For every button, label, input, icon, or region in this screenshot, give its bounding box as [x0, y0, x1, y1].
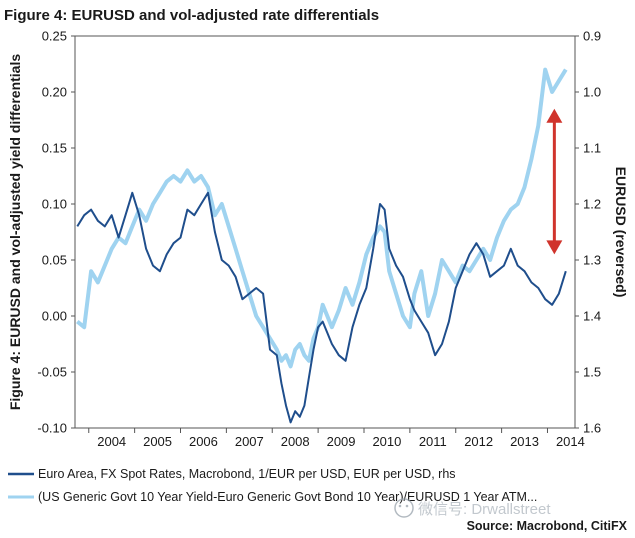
- red-double-arrow: [546, 108, 563, 255]
- x-tick-label: 2008: [281, 434, 310, 449]
- x-axis: 2004 2005 2006 2007 2008 2009 2010 2011 2012 2013…: [88, 428, 585, 449]
- watermark-text: 微信号: Drwallstreet: [418, 501, 551, 518]
- right-tick-label: 0.9: [583, 29, 601, 44]
- left-tick-label: 0.20: [42, 85, 67, 100]
- x-tick-label: 2007: [235, 434, 264, 449]
- left-tick-label: 0.00: [42, 309, 67, 324]
- right-tick-label: 1.2: [583, 197, 601, 212]
- left-tick-label: 0.15: [42, 141, 67, 156]
- legend-entry-eurusd: Euro Area, FX Spot Rates, Macrobond, 1/E…: [38, 467, 456, 481]
- watermark: 微信号: Drwallstreet: [394, 498, 551, 518]
- x-tick-label: 2004: [97, 434, 126, 449]
- x-tick-label: 2012: [464, 434, 493, 449]
- right-tick-label: 1.5: [583, 365, 601, 380]
- x-tick-label: 2005: [143, 434, 172, 449]
- x-tick-label: 2014: [556, 434, 585, 449]
- source-note: Source: Macrobond, CitiFX: [467, 519, 628, 533]
- left-tick-label: 0.05: [42, 253, 67, 268]
- series-layer: [76, 67, 568, 424]
- x-tick-label: 2006: [189, 434, 218, 449]
- right-tick-label: 1.4: [583, 309, 601, 324]
- plot-area: [74, 35, 576, 429]
- right-tick-label: 1.1: [583, 141, 601, 156]
- right-tick-label: 1.0: [583, 85, 601, 100]
- left-tick-label: -0.05: [37, 365, 67, 380]
- left-axis-label: Figure 4: EURUSD and vol-adjusted yield …: [7, 54, 23, 410]
- series-line-eurusd: [76, 191, 567, 424]
- wechat-icon: [394, 498, 414, 518]
- annotation-layer: [546, 108, 563, 255]
- legend-entry-yield-diff: (US Generic Govt 10 Year Yield-Euro Gene…: [38, 490, 537, 504]
- chart-title: Figure 4: EURUSD and vol-adjusted rate d…: [4, 7, 379, 24]
- right-tick-label: 1.6: [583, 421, 601, 436]
- x-tick-label: 2009: [327, 434, 356, 449]
- left-tick-label: -0.10: [37, 421, 67, 436]
- x-tick-label: 2011: [419, 434, 447, 449]
- right-axis: 0.9 1.0 1.1 1.2 1.3 1.4 1.5 1.6: [575, 29, 601, 436]
- left-tick-label: 0.10: [42, 197, 67, 212]
- x-tick-label: 2013: [510, 434, 539, 449]
- x-tick-label: 2010: [372, 434, 401, 449]
- right-axis-label: EURUSD (reversed): [613, 167, 629, 298]
- right-tick-label: 1.3: [583, 253, 601, 268]
- left-tick-label: 0.25: [42, 29, 67, 44]
- left-axis: 0.25 0.20 0.15 0.10 0.05 0.00 -0.05 -0.10: [37, 29, 75, 436]
